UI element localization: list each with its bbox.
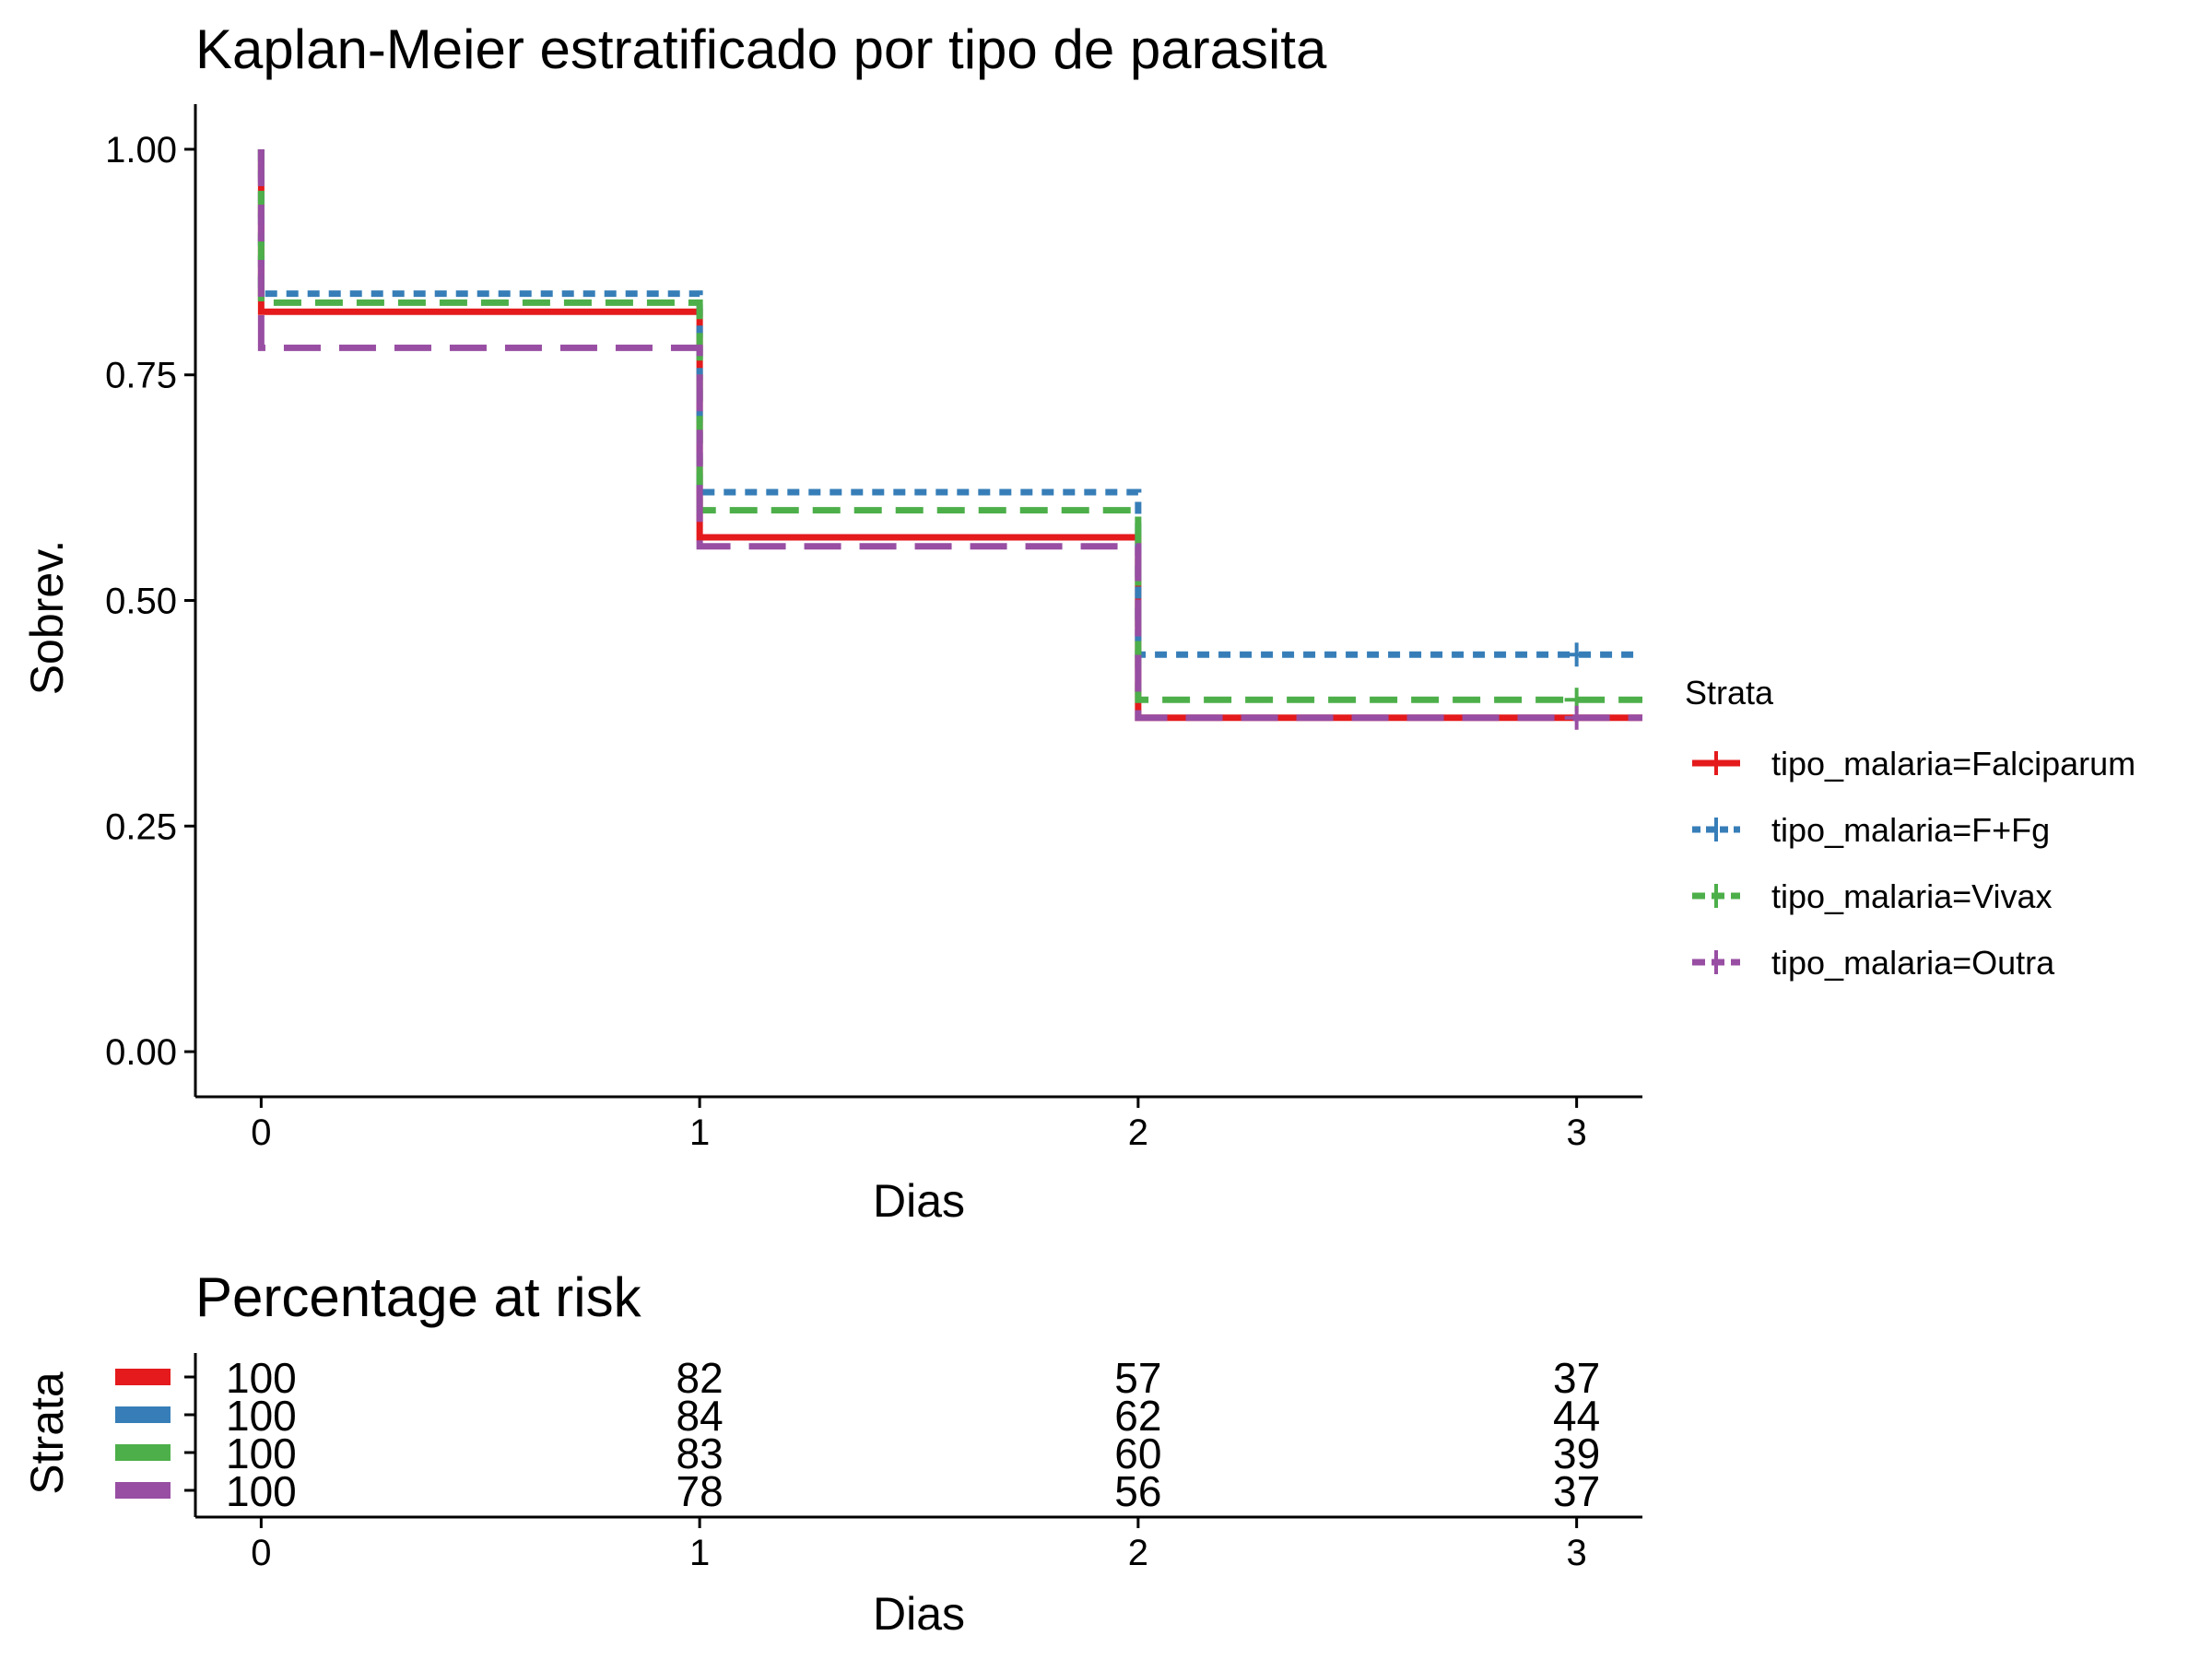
risk-cell: 57 — [1114, 1354, 1161, 1402]
legend-item: tipo_malaria=Outra — [1692, 944, 2055, 982]
km-y-tick-label: 0.50 — [105, 582, 177, 622]
risk-row: 100 84 62 44 — [115, 1392, 1600, 1440]
km-y-tick-label: 1.00 — [105, 130, 177, 171]
km-chart-title: Kaplan-Meier estratificado por tipo de p… — [195, 18, 1327, 80]
km-curve — [257, 148, 1642, 703]
km-curve — [257, 148, 1642, 722]
risk-y-axis-title: Strata — [21, 1371, 73, 1495]
risk-cell: 37 — [1553, 1354, 1600, 1402]
legend-label: tipo_malaria=F+Fg — [1771, 811, 2050, 849]
legend-item: tipo_malaria=Falciparum — [1692, 745, 2136, 782]
risk-x-axis-title: Dias — [873, 1588, 965, 1640]
risk-row: 100 78 56 37 — [115, 1467, 1600, 1515]
legend-item: tipo_malaria=Vivax — [1692, 877, 2053, 915]
km-curve — [257, 148, 1642, 658]
km-x-tick-label: 1 — [689, 1112, 710, 1153]
risk-table: 0 1 2 3 100 82 57 37 100 84 62 44 100 83 60 39 100 78 56 37 — [115, 1353, 1642, 1573]
km-x-axis-title: Dias — [873, 1175, 965, 1227]
risk-cell: 100 — [226, 1467, 297, 1515]
legend-label: tipo_malaria=Falciparum — [1771, 745, 2136, 782]
risk-cell: 44 — [1553, 1392, 1600, 1440]
risk-strata-swatch — [115, 1482, 171, 1499]
risk-x-tick-label: 3 — [1567, 1533, 1587, 1573]
km-x-tick-label: 0 — [251, 1112, 271, 1153]
risk-x-tick-label: 2 — [1128, 1533, 1148, 1573]
risk-cell: 83 — [677, 1430, 724, 1477]
risk-strata-swatch — [115, 1369, 171, 1385]
risk-cell: 100 — [226, 1430, 297, 1477]
km-curve — [257, 148, 1642, 722]
km-series-2 — [257, 148, 1642, 712]
risk-row: 100 82 57 37 — [115, 1354, 1600, 1402]
km-axes: 0.00 0.25 0.50 0.75 1.00 0 1 2 3 — [105, 104, 1642, 1153]
km-x-tick-label: 3 — [1567, 1112, 1587, 1153]
risk-cell: 37 — [1553, 1467, 1600, 1515]
legend: tipo_malaria=Falciparum tipo_malaria=F+Fg… — [1692, 745, 2136, 982]
risk-cell: 82 — [677, 1354, 724, 1402]
legend-label: tipo_malaria=Outra — [1771, 944, 2055, 982]
legend-title: Strata — [1685, 674, 1774, 712]
risk-x-tick-label: 0 — [251, 1533, 271, 1573]
legend-item: tipo_malaria=F+Fg — [1692, 811, 2050, 849]
risk-cell: 100 — [226, 1354, 297, 1402]
risk-strata-swatch — [115, 1444, 171, 1461]
risk-cell: 100 — [226, 1392, 297, 1440]
km-x-tick-label: 2 — [1128, 1112, 1148, 1153]
risk-cell: 84 — [677, 1392, 724, 1440]
risk-cell: 60 — [1114, 1430, 1161, 1477]
km-series-1 — [257, 148, 1642, 667]
km-y-axis-title: Sobrev. — [21, 540, 73, 696]
risk-cell: 56 — [1114, 1467, 1161, 1515]
risk-table-title: Percentage at risk — [195, 1266, 642, 1328]
km-series-group — [257, 148, 1642, 730]
km-y-tick-label: 0.75 — [105, 356, 177, 396]
risk-cell: 39 — [1553, 1430, 1600, 1477]
km-series-3 — [257, 148, 1642, 730]
legend-label: tipo_malaria=Vivax — [1771, 877, 2053, 915]
risk-cell: 78 — [677, 1467, 724, 1515]
risk-x-tick-label: 1 — [689, 1533, 710, 1573]
risk-strata-swatch — [115, 1406, 171, 1423]
km-y-tick-label: 0.00 — [105, 1032, 177, 1073]
risk-cell: 62 — [1114, 1392, 1161, 1440]
km-series-0 — [257, 148, 1642, 722]
risk-row: 100 83 60 39 — [115, 1430, 1600, 1477]
km-y-tick-label: 0.25 — [105, 806, 177, 847]
